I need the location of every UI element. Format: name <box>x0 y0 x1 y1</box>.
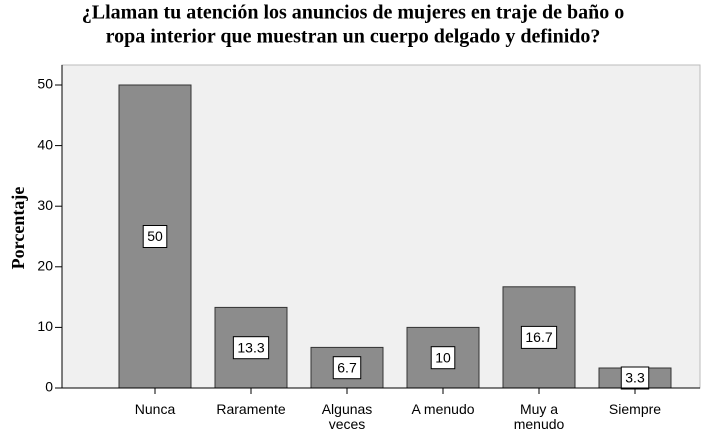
x-tick-label: Raramente <box>216 401 286 417</box>
y-tick-label: 40 <box>37 136 53 152</box>
value-label-box <box>520 325 558 349</box>
value-label: 13.3 <box>237 339 264 355</box>
y-tick-label: 50 <box>37 76 53 92</box>
value-label: 16.7 <box>525 329 552 345</box>
chart-title: ¿Llaman tu atención los anuncios de muje… <box>82 2 624 24</box>
value-label-box <box>142 224 168 248</box>
x-tick-label: A menudo <box>411 401 475 417</box>
x-tick-label: Muy a menudo <box>513 401 565 432</box>
y-tick-label: 10 <box>37 318 53 334</box>
value-label-box <box>232 336 270 360</box>
x-tick-label: Nunca <box>134 401 176 417</box>
y-axis-label: Porcentaje <box>8 187 28 270</box>
x-tick-label: Siempre <box>608 401 662 417</box>
value-label: 50 <box>147 228 163 244</box>
y-tick-label: 30 <box>37 197 53 213</box>
value-label: 3.3 <box>625 370 645 386</box>
value-label: 6.7 <box>337 359 357 375</box>
x-tick-label: Algunas veces <box>321 401 373 432</box>
value-label-box <box>332 356 362 380</box>
y-tick-label: 0 <box>45 379 53 395</box>
value-label: 10 <box>435 349 451 365</box>
value-label-box <box>620 366 650 390</box>
bar <box>214 306 288 389</box>
y-tick-label: 20 <box>37 258 53 274</box>
value-label-box <box>430 346 456 370</box>
chart-title: ropa interior que muestran un cuerpo del… <box>106 26 601 48</box>
